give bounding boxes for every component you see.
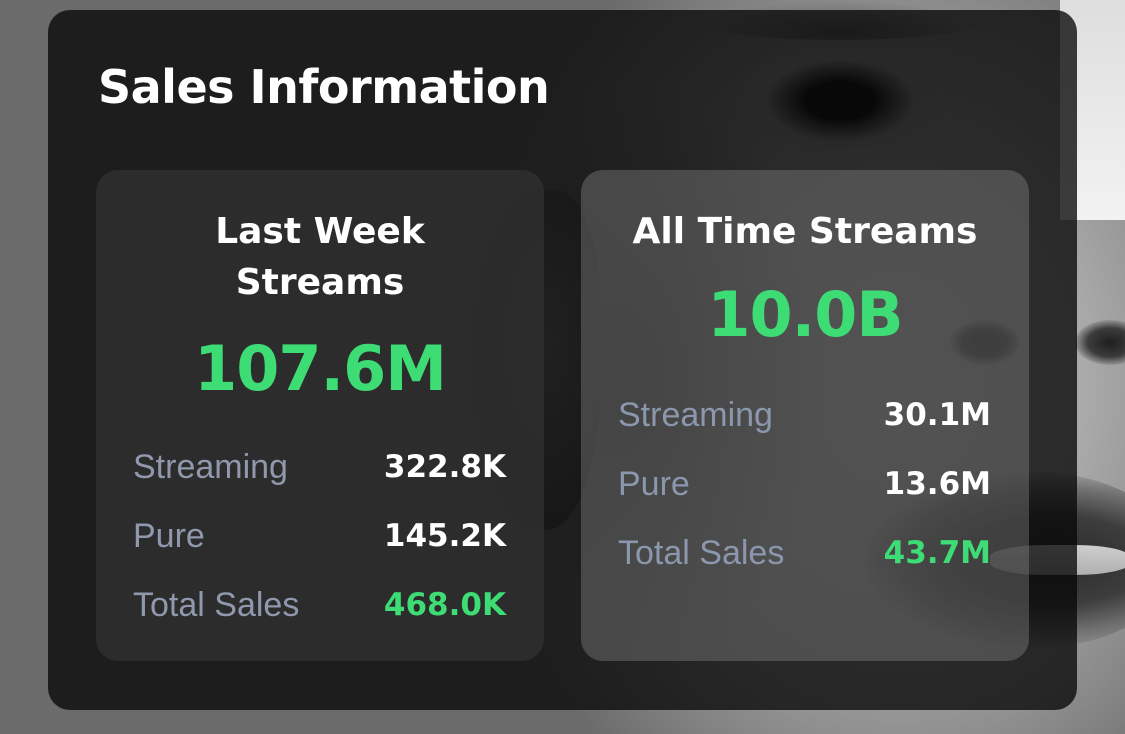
row-label: Streaming (618, 395, 773, 434)
all-time-panel-title: All Time Streams (632, 211, 978, 252)
all-time-row-total-sales: Total Sales 43.7M (618, 528, 991, 578)
last-week-total-streams: 107.6M (194, 332, 447, 405)
row-label: Pure (618, 464, 690, 503)
row-value: 322.8K (383, 449, 506, 485)
all-time-row-pure: Pure 13.6M (618, 459, 991, 509)
last-week-title-line1: Last Week (215, 211, 425, 252)
all-time-row-streaming: Streaming 30.1M (618, 390, 991, 440)
row-value: 468.0K (383, 587, 506, 623)
all-time-streams-panel: All Time Streams 10.0B Streaming 30.1M P… (581, 170, 1029, 661)
all-time-total-streams: 10.0B (707, 278, 903, 351)
sales-information-card: Sales Information Last Week Streams 107.… (48, 10, 1077, 710)
card-title: Sales Information (98, 60, 550, 114)
last-week-row-total-sales: Total Sales 468.0K (133, 580, 506, 630)
row-value: 145.2K (383, 518, 506, 554)
last-week-row-streaming: Streaming 322.8K (133, 442, 506, 492)
row-value: 43.7M (883, 535, 991, 571)
row-value: 13.6M (883, 466, 991, 502)
last-week-streams-panel: Last Week Streams 107.6M Streaming 322.8… (96, 170, 544, 661)
row-label: Total Sales (618, 533, 785, 572)
last-week-row-pure: Pure 145.2K (133, 511, 506, 561)
row-label: Total Sales (133, 585, 300, 624)
row-value: 30.1M (883, 397, 991, 433)
last-week-panel-title: Last Week Streams (96, 206, 544, 308)
row-label: Streaming (133, 447, 288, 486)
last-week-title-line2: Streams (235, 262, 405, 303)
row-label: Pure (133, 516, 205, 555)
